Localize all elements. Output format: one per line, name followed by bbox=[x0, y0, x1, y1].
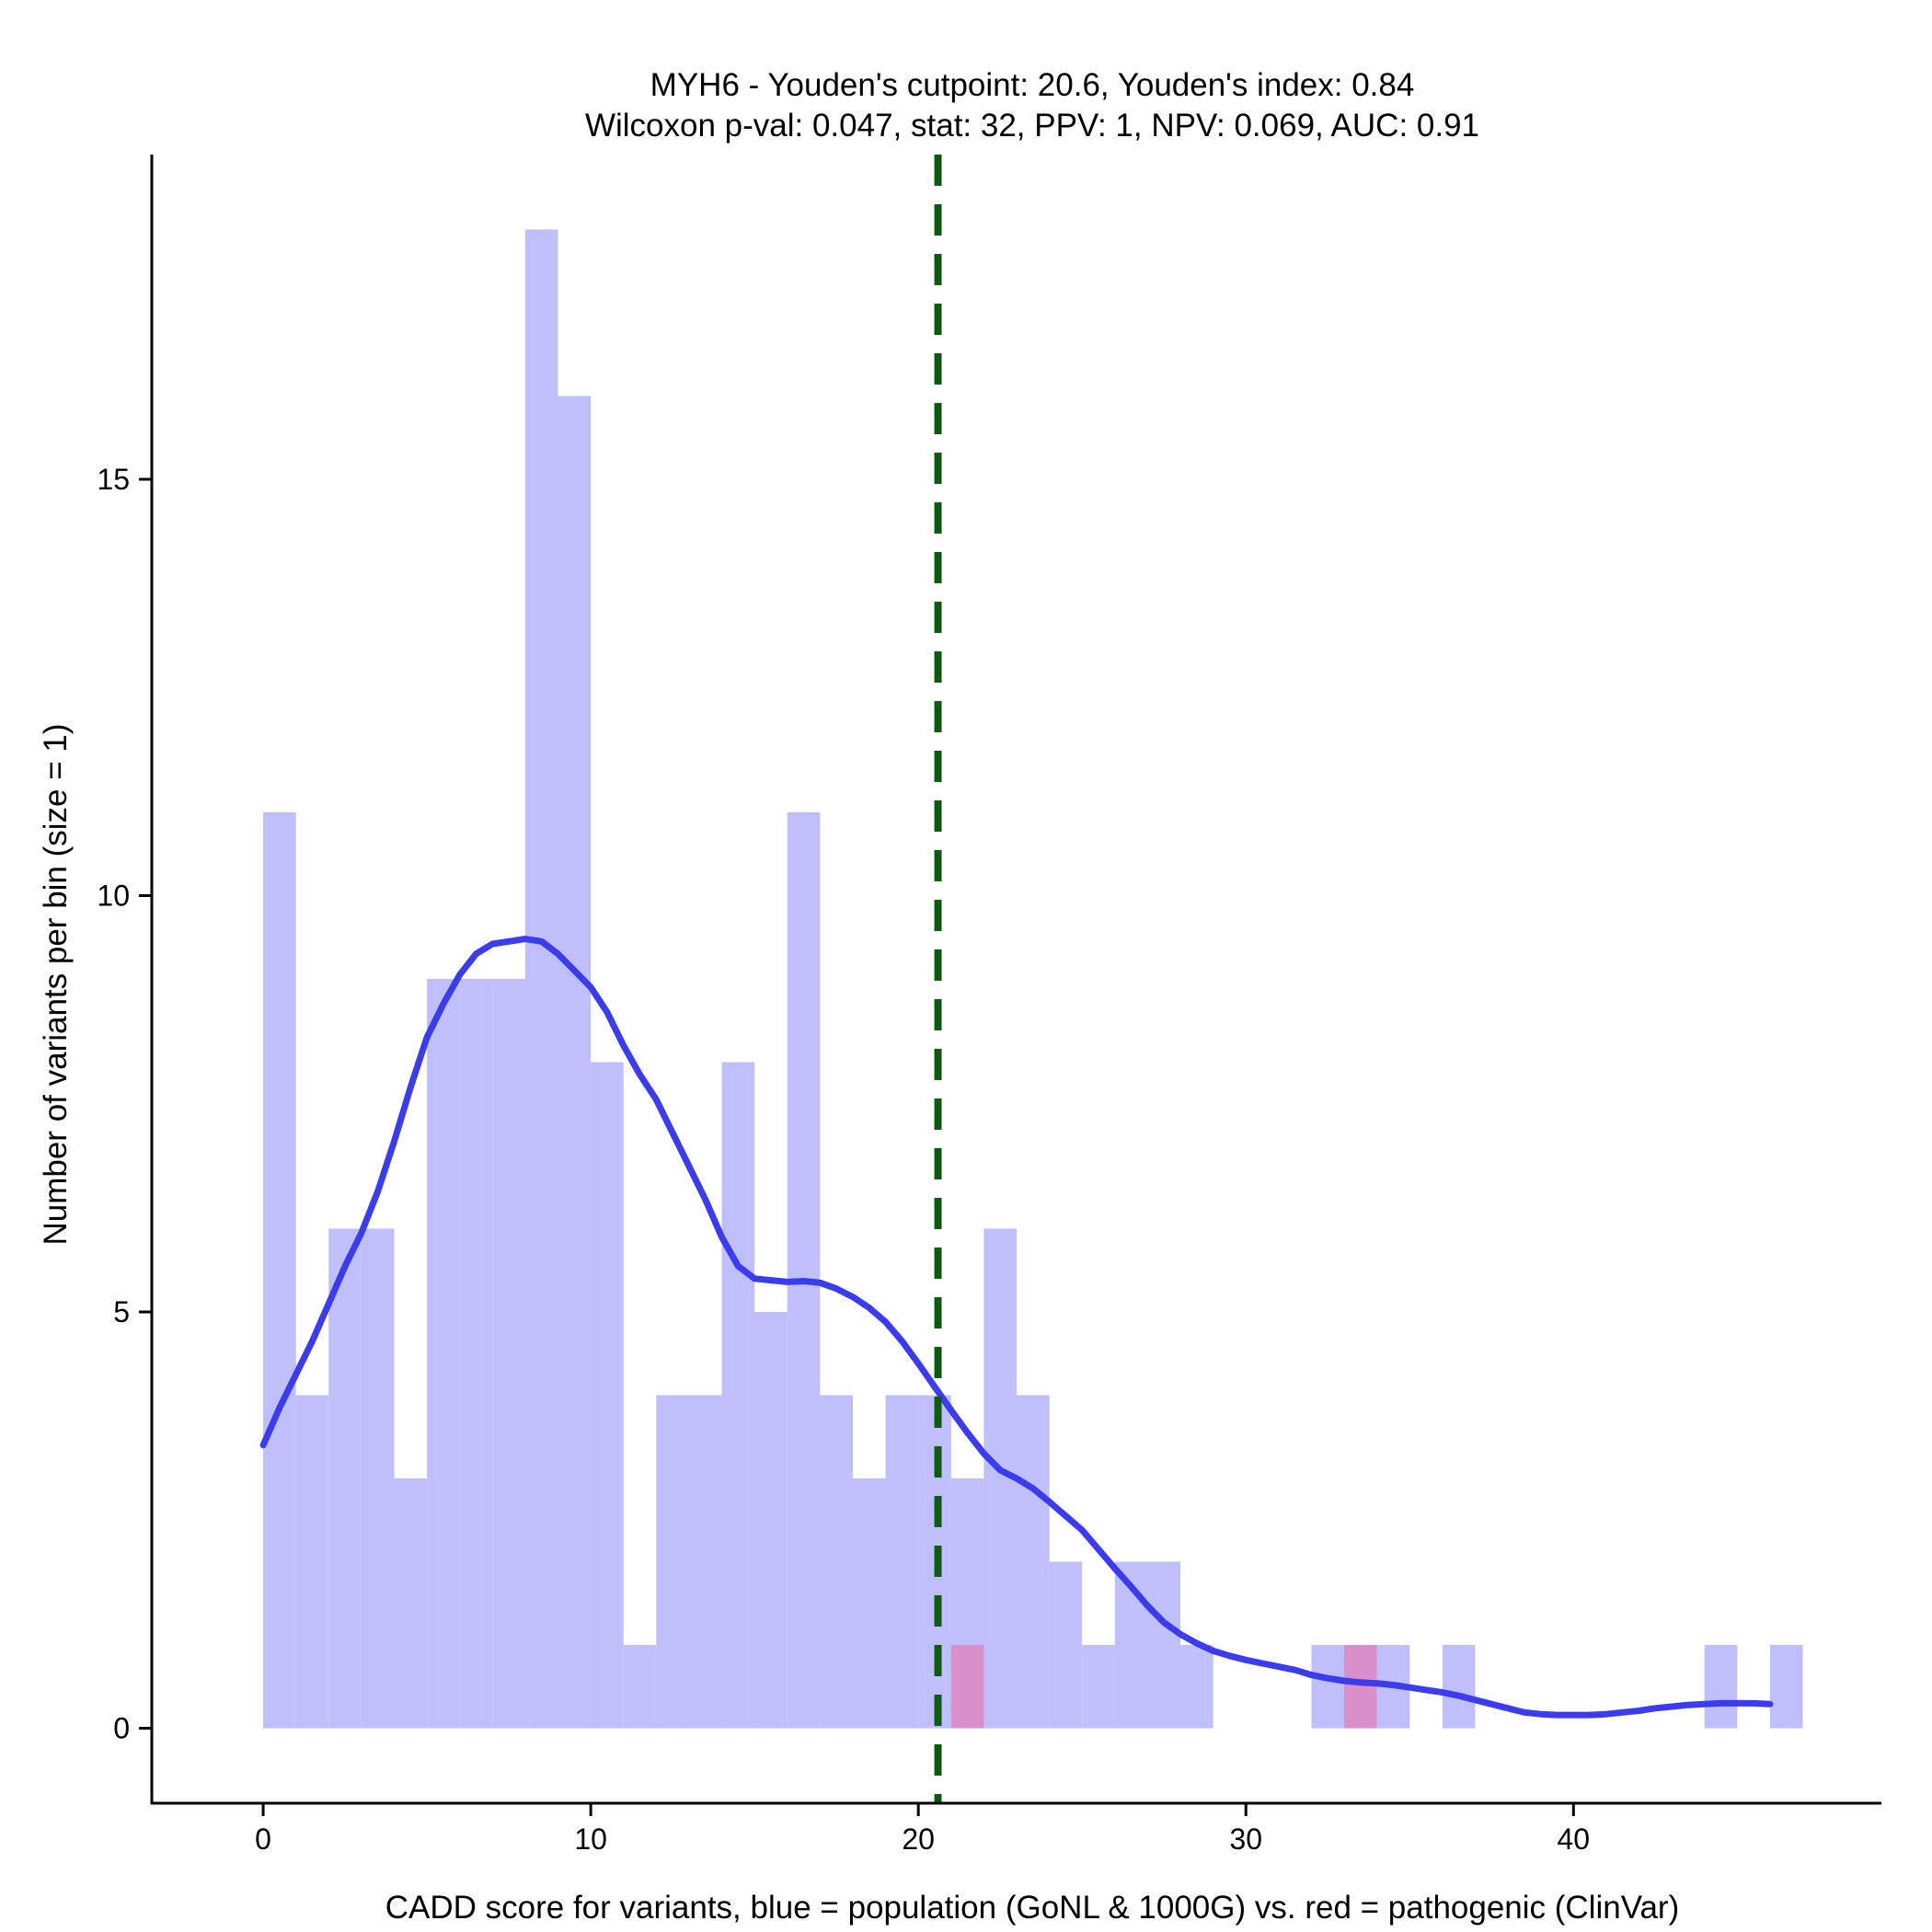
x-tick-label: 10 bbox=[574, 1823, 607, 1856]
y-axis-ticks: 0 5 10 15 bbox=[97, 463, 152, 1745]
y-tick-label: 10 bbox=[97, 879, 130, 912]
pathogenic-bars bbox=[950, 1645, 1377, 1729]
population-bar bbox=[295, 1395, 329, 1729]
y-tick-label: 15 bbox=[97, 463, 130, 496]
population-bar bbox=[427, 979, 460, 1729]
population-bar bbox=[328, 1228, 362, 1729]
population-bar bbox=[885, 1395, 919, 1729]
x-tick-label: 40 bbox=[1558, 1823, 1591, 1856]
population-bar bbox=[459, 979, 493, 1729]
x-tick-label: 30 bbox=[1229, 1823, 1262, 1856]
population-bar bbox=[688, 1395, 722, 1729]
population-bar bbox=[656, 1395, 689, 1729]
population-bar bbox=[1704, 1645, 1738, 1729]
population-bar bbox=[1147, 1561, 1181, 1729]
pathogenic-bar bbox=[1344, 1645, 1377, 1729]
x-axis-ticks: 0 10 20 30 40 bbox=[255, 1803, 1590, 1856]
population-bar bbox=[820, 1395, 853, 1729]
chart-title-line-2: Wilcoxon p-val: 0.047, stat: 32, PPV: 1,… bbox=[585, 108, 1479, 144]
population-bar bbox=[591, 1062, 624, 1729]
population-bar bbox=[1311, 1645, 1345, 1729]
density-curve bbox=[259, 936, 1774, 1719]
x-axis-label: CADD score for variants, blue = populati… bbox=[385, 1890, 1680, 1926]
population-bar bbox=[721, 1062, 755, 1729]
population-bar bbox=[524, 229, 558, 1729]
population-bar bbox=[1049, 1561, 1083, 1729]
x-tick-label: 20 bbox=[902, 1823, 935, 1856]
population-bar bbox=[394, 1478, 428, 1729]
pathogenic-bar bbox=[950, 1645, 984, 1729]
population-bar bbox=[361, 1228, 395, 1729]
y-tick-label: 0 bbox=[113, 1712, 130, 1745]
population-bar bbox=[1769, 1645, 1803, 1729]
population-bar bbox=[623, 1645, 657, 1729]
y-tick-label: 5 bbox=[113, 1295, 130, 1328]
population-bar bbox=[558, 396, 592, 1729]
population-bar bbox=[1017, 1395, 1050, 1729]
population-bar bbox=[263, 811, 296, 1729]
y-axis-label: Number of variants per bin (size = 1) bbox=[38, 723, 74, 1245]
population-bar bbox=[1442, 1645, 1476, 1729]
x-tick-label: 0 bbox=[255, 1823, 271, 1856]
population-bar bbox=[492, 979, 525, 1729]
population-bars bbox=[263, 229, 1803, 1729]
population-bar bbox=[1180, 1645, 1213, 1729]
population-bar bbox=[1082, 1645, 1115, 1729]
population-bar bbox=[754, 1312, 788, 1729]
population-bar bbox=[852, 1478, 886, 1729]
chart-title-line-1: MYH6 - Youden's cutpoint: 20.6, Youden's… bbox=[650, 67, 1415, 103]
population-bar bbox=[787, 811, 821, 1729]
